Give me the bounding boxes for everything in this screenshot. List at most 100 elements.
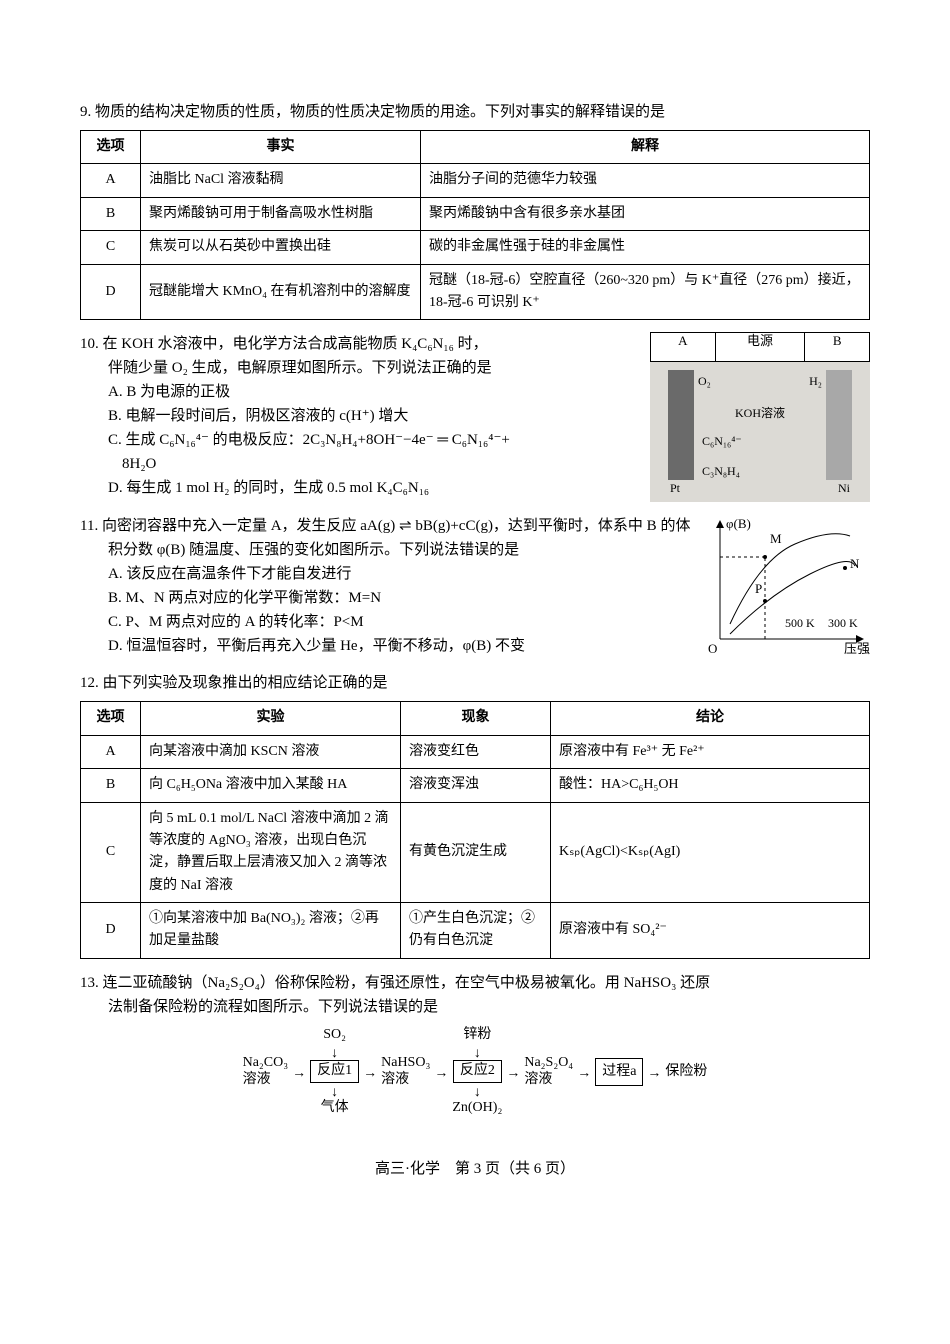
q9-h2: 解释 — [421, 131, 870, 164]
q11-optA: A. 该反应在高温条件下才能自发进行 — [80, 562, 692, 586]
q12-r3c3: 原溶液中有 SO₄²⁻ — [551, 903, 870, 959]
q9-r1c1: 聚丙烯酸钠可用于制备高吸水性树脂 — [141, 197, 421, 230]
q9-r0c1: 油脂比 NaCl 溶液黏稠 — [141, 164, 421, 197]
q12-h3: 结论 — [551, 702, 870, 735]
q13-r2: 反应2 — [453, 1060, 502, 1083]
q11-chart: φ(B) M N P O 500 K 300 K 压强 — [700, 514, 870, 659]
q12-h2: 现象 — [401, 702, 551, 735]
question-12: 12. 由下列实验及现象推出的相应结论正确的是 选项 实验 现象 结论 A向某溶… — [80, 671, 870, 959]
q12-h1: 实验 — [141, 702, 401, 735]
q13-flow: Na₂CO₃ 溶液 → SO₂ ↓ 反应1 ↓ 气体 → NaHSO₃ 溶液 →… — [80, 1027, 870, 1117]
q11-T2: 300 K — [828, 614, 858, 633]
q10-optD: D. 每生成 1 mol H₂ 的同时，生成 0.5 mol K₄C₆N₁₆ — [80, 476, 642, 500]
q12-r0c2: 溶液变红色 — [401, 735, 551, 768]
q12-r0c0: A — [81, 735, 141, 768]
q9-h1: 事实 — [141, 131, 421, 164]
q10-Ni: Ni — [838, 479, 850, 498]
q11-optC: C. P、M 两点对应的 A 的转化率：P<M — [80, 610, 692, 634]
q9-r2c2: 碳的非金属性强于硅的非金属性 — [421, 231, 870, 264]
q11-optD: D. 恒温恒容时，平衡后再充入少量 He，平衡不移动，φ(B) 不变 — [80, 634, 692, 658]
q12-r1c2: 溶液变浑浊 — [401, 769, 551, 802]
q12-r1c0: B — [81, 769, 141, 802]
q11-T1: 500 K — [785, 614, 815, 633]
q11-P: P — [755, 579, 762, 600]
q11-optB: B. M、N 两点对应的化学平衡常数：M=N — [80, 586, 692, 610]
q10-react: C₃N₈H₄ — [702, 462, 740, 481]
q12-h0: 选项 — [81, 702, 141, 735]
arrow-down-icon: ↓ — [474, 1044, 481, 1061]
q9-r2c0: C — [81, 231, 141, 264]
q12-r1c3: 酸性：HA>C₆H₅OH — [551, 769, 870, 802]
page-footer: 高三·化学 第 3 页（共 6 页） — [80, 1157, 870, 1181]
q9-r1c2: 聚丙烯酸钠中含有很多亲水基团 — [421, 197, 870, 230]
q11-xlabel: 压强 — [844, 639, 870, 660]
q10-Pt: Pt — [670, 479, 680, 498]
q9-r1c0: B — [81, 197, 141, 230]
q13-znoh: Zn(OH)₂ — [452, 1100, 502, 1117]
q13-prod: 保险粉 — [665, 1061, 707, 1083]
q10-pt-electrode — [668, 370, 694, 480]
q11-ylabel: φ(B) — [726, 514, 751, 535]
q12-stem: 12. 由下列实验及现象推出的相应结论正确的是 — [80, 671, 870, 695]
q11-stem2: 积分数 φ(B) 随温度、压强的变化如图所示。下列说法错误的是 — [80, 538, 692, 562]
arrow-icon: → — [506, 1061, 520, 1083]
arrow-down-icon: ↓ — [331, 1083, 338, 1100]
q12-r0c1: 向某溶液中滴加 KSCN 溶液 — [141, 735, 401, 768]
q10-source: 电源 — [715, 333, 805, 361]
question-10: 10. 在 KOH 水溶液中，电化学方法合成高能物质 K₄C₆N₁₆ 时， 伴随… — [80, 332, 870, 502]
q10-diagram: A 电源 B O₂ H₂ KOH溶液 C₆N₁₆⁴⁻ C₃N₈H₄ Pt Ni — [650, 332, 870, 502]
q9-r3c2: 冠醚（18-冠-6）空腔直径（260~320 pm）与 K⁺直径（276 pm）… — [421, 264, 870, 320]
q13-zn: 锌粉 — [463, 1027, 491, 1044]
q10-stem1: 10. 在 KOH 水溶液中，电化学方法合成高能物质 K₄C₆N₁₆ 时， — [80, 332, 642, 356]
q9-r0c2: 油脂分子间的范德华力较强 — [421, 164, 870, 197]
q10-KOH: KOH溶液 — [735, 404, 785, 423]
q9-r0c0: A — [81, 164, 141, 197]
q13-stem1: 13. 连二亚硫酸钠（Na₂S₂O₄）俗称保险粉，有强还原性，在空气中极易被氧化… — [80, 971, 870, 995]
q12-r2c3: Kₛₚ(AgCl)<Kₛₚ(AgI) — [551, 802, 870, 903]
q12-r2c2: 有黄色沉淀生成 — [401, 802, 551, 903]
q10-stem2: 伴随少量 O₂ 生成，电解原理如图所示。下列说法正确的是 — [80, 356, 642, 380]
q13-gas: 气体 — [321, 1100, 349, 1117]
q11-N: N — [850, 554, 859, 575]
q12-r1c1: 向 C₆H₅ONa 溶液中加入某酸 HA — [141, 769, 401, 802]
q13-r1: 反应1 — [310, 1060, 359, 1083]
q10-ion: C₆N₁₆⁴⁻ — [702, 432, 742, 451]
q9-r2c1: 焦炭可以从石英砂中置换出硅 — [141, 231, 421, 264]
q13-stem2: 法制备保险粉的流程如图所示。下列说法错误的是 — [80, 995, 870, 1019]
q10-ni-electrode — [826, 370, 852, 480]
question-11: 11. 向密闭容器中充入一定量 A，发生反应 aA(g) ⇌ bB(g)+cC(… — [80, 514, 870, 659]
q12-r2c0: C — [81, 802, 141, 903]
arrow-down-icon: ↓ — [331, 1044, 338, 1061]
q11-stem1: 11. 向密闭容器中充入一定量 A，发生反应 aA(g) ⇌ bB(g)+cC(… — [80, 514, 692, 538]
q11-O: O — [708, 639, 717, 660]
q13-n1: Na₂CO₃ 溶液 — [243, 1055, 289, 1089]
q10-optA: A. B 为电源的正极 — [80, 380, 642, 404]
arrow-icon: → — [434, 1061, 448, 1083]
q9-table: 选项 事实 解释 A油脂比 NaCl 溶液黏稠油脂分子间的范德华力较强 B聚丙烯… — [80, 130, 870, 320]
q10-O2: O₂ — [698, 372, 711, 391]
q12-r3c0: D — [81, 903, 141, 959]
q13-pa: 过程a — [595, 1058, 643, 1086]
q10-optB: B. 电解一段时间后，阴极区溶液的 c(H⁺) 增大 — [80, 404, 642, 428]
q11-M: M — [770, 529, 782, 550]
q9-r3c0: D — [81, 264, 141, 320]
q10-A: A — [651, 333, 715, 361]
q12-r2c1: 向 5 mL 0.1 mol/L NaCl 溶液中滴加 2 滴等浓度的 AgNO… — [141, 802, 401, 903]
q9-stem: 9. 物质的结构决定物质的性质，物质的性质决定物质的用途。下列对事实的解释错误的… — [80, 100, 870, 124]
question-13: 13. 连二亚硫酸钠（Na₂S₂O₄）俗称保险粉，有强还原性，在空气中极易被氧化… — [80, 971, 870, 1117]
q10-H2: H₂ — [809, 372, 822, 391]
q12-r3c1: ①向某溶液中加 Ba(NO₃)₂ 溶液；②再加足量盐酸 — [141, 903, 401, 959]
q12-r0c3: 原溶液中有 Fe³⁺ 无 Fe²⁺ — [551, 735, 870, 768]
q10-optC1: C. 生成 C₆N₁₆⁴⁻ 的电极反应：2C₃N₈H₄+8OH⁻−4e⁻ ═ C… — [80, 428, 642, 452]
q9-h0: 选项 — [81, 131, 141, 164]
q10-optC2: 8H₂O — [80, 452, 642, 476]
q12-table: 选项 实验 现象 结论 A向某溶液中滴加 KSCN 溶液溶液变红色原溶液中有 F… — [80, 701, 870, 959]
arrow-icon: → — [647, 1061, 661, 1083]
arrow-down-icon: ↓ — [474, 1083, 481, 1100]
q9-r3c1: 冠醚能增大 KMnO₄ 在有机溶剂中的溶解度 — [141, 264, 421, 320]
arrow-icon: → — [363, 1061, 377, 1083]
arrow-icon: → — [577, 1061, 591, 1083]
q13-n3: Na₂S₂O₄ 溶液 — [524, 1055, 573, 1089]
q10-B: B — [804, 333, 869, 361]
q12-r3c2: ①产生白色沉淀；②仍有白色沉淀 — [401, 903, 551, 959]
